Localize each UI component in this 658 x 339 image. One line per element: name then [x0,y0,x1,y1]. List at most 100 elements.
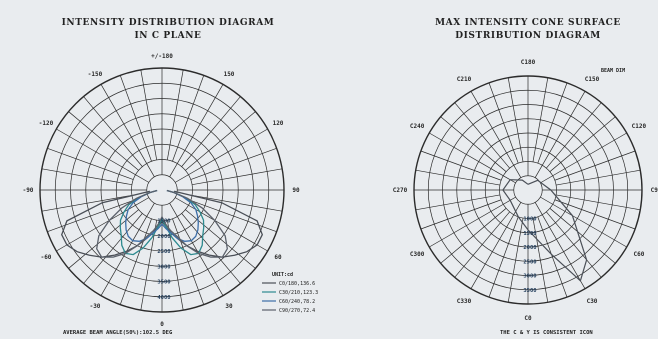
angle-label: C210 [457,76,472,83]
grid-spoke [83,96,143,167]
grid-spoke [488,216,519,298]
grid-spoke [507,218,524,303]
radial-label: 3500 [157,280,170,286]
radial-label: 1500 [523,231,536,237]
grid-spoke [190,200,277,233]
grid-spoke [68,111,139,171]
grid-spoke [534,202,586,289]
grid-spoke [549,208,616,264]
grid-spoke [56,197,149,252]
grid-spoke [172,218,205,305]
grid-spoke [119,75,152,162]
chart1-polar-grid [39,67,285,313]
legend-label: C30/210,123.3 [279,290,318,296]
legend-items: C0/180,136.6 C30/210,123.3 C60/240,78.2 C90… [262,281,318,314]
grid-spoke [166,69,184,161]
legend-title: UNIT:cd [272,272,293,278]
angle-label: 30 [225,303,233,310]
series-curve [125,189,199,242]
grid-spoke [534,91,586,178]
angle-label: -60 [41,254,52,261]
chart2-footer: THE C & Y IS CONSISTENT ICON [500,330,593,336]
chart1-radial-labels: 1500 2000 2500 3000 3500 4000 [157,219,170,301]
grid-spoke [540,196,627,248]
grid-spoke [119,218,152,305]
grid-spoke [537,216,568,298]
angle-label: C30 [587,298,598,305]
grid-spoke [175,128,268,183]
series-curve [119,189,205,256]
grid-spoke [172,75,205,162]
chart2-polar-grid [413,75,643,305]
angle-label: 60 [274,254,282,261]
angle-label: 90 [292,187,300,194]
radial-label: 2500 [157,249,170,255]
grid-spoke [140,69,158,161]
chart1-subtitle: IN C PLANE [134,31,201,41]
grid-spoke [100,84,155,177]
grid-spoke [41,194,133,212]
chart1-legend: UNIT:cd C0/180,136.6 C30/210,123.3 C60/240… [262,272,318,314]
radial-label: 4000 [157,295,170,301]
grid-spoke [556,169,641,186]
grid-spoke [181,213,241,284]
grid-spoke [191,194,283,212]
chart2-curves [502,179,588,282]
grid-spoke [185,111,256,171]
grid-spoke [415,169,500,186]
grid-spoke [420,199,502,230]
angle-label: -30 [90,303,101,310]
radial-label: 2500 [523,259,536,265]
radial-label: 3500 [523,288,536,294]
series-curve [96,189,228,258]
legend-label: C0/180,136.6 [279,281,315,287]
radial-label: 3000 [523,274,536,280]
grid-spoke [454,102,510,169]
chart2-subtitle: DISTRIBUTION DIAGRAM [455,31,601,41]
angle-label: -120 [39,120,54,127]
chart1-title: INTENSITY DISTRIBUTION DIAGRAM [62,18,275,28]
grid-spoke [470,202,522,289]
radial-label: 1000 [523,217,536,223]
grid-spoke [507,77,524,162]
grid-spoke [556,194,641,211]
chart2-title: MAX INTENSITY CONE SURFACE [435,18,621,28]
angle-label: -150 [88,71,103,78]
angle-label: +/-180 [151,53,173,60]
grid-spoke [440,208,507,264]
grid-spoke [549,116,616,172]
radial-label: 2000 [523,245,536,251]
angle-label: C270 [393,187,408,194]
grid-spoke [47,200,134,233]
series-curve [60,190,264,258]
grid-spoke [429,132,516,184]
grid-spoke [191,168,283,186]
grid-spoke [83,213,143,284]
grid-spoke [546,211,602,278]
angle-label: C120 [632,123,647,130]
chart2-radial-labels: 1000 1500 2000 2500 3000 3500 [523,217,536,294]
grid-spoke [181,96,241,167]
grid-spoke [440,116,507,172]
grid-spoke [169,84,224,177]
chart2-corner-label: BEAM DIM [601,68,625,74]
grid-spoke [185,209,256,269]
grid-spoke [169,203,224,296]
grid-spoke [537,82,568,164]
grid-spoke [56,128,149,183]
grid-spoke [41,168,133,186]
chart2-angle-labels: C180 C150 C120 C90 C60 C30 C0 C330 C300 C270 C240 C… [393,59,658,322]
angle-label: -90 [23,187,34,194]
angle-label: C150 [585,76,600,83]
grid-spoke [68,209,139,269]
grid-spoke [415,194,500,211]
angle-label: C0 [524,315,532,322]
grid-spoke [420,150,502,181]
grid-spoke [554,199,636,230]
grid-spoke [532,77,549,162]
angle-label: 0 [160,321,164,328]
angle-label: C90 [651,187,658,194]
grid-spoke [454,211,510,278]
